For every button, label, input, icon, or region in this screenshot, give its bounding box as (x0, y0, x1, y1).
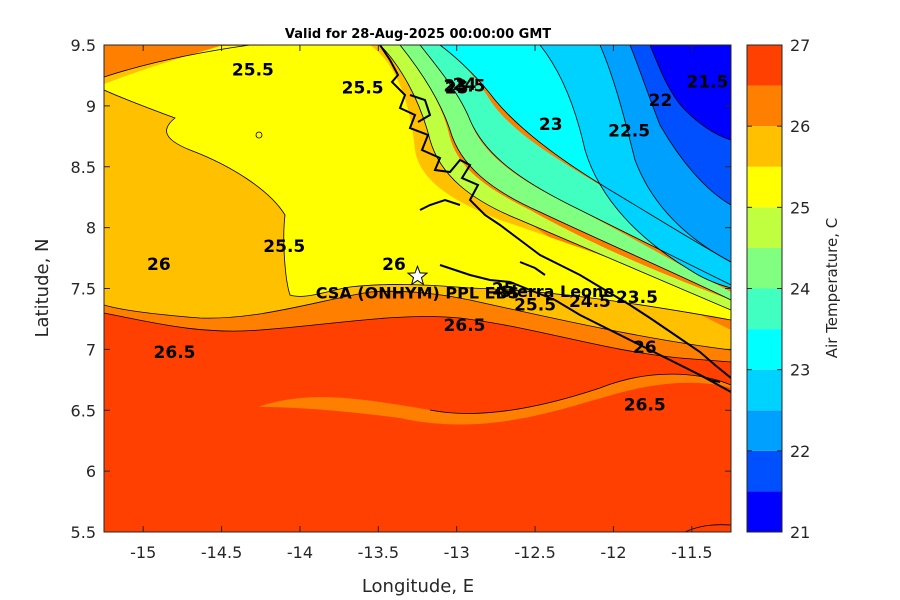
y-tick-label: 7.5 (71, 280, 96, 299)
contour-label: 23.5 (444, 76, 486, 96)
colorbar-tick-label: 24 (790, 280, 810, 299)
contour-label: 26 (147, 255, 171, 275)
colorbar-swatch (747, 491, 782, 532)
contour-label: 26.5 (154, 343, 196, 363)
band-25-25p5 (104, 45, 731, 320)
contour-label: 22 (649, 91, 673, 111)
band-24p5-25 (380, 45, 731, 310)
x-axis-label: Longitude, E (362, 576, 474, 597)
y-tick-label: 8.5 (71, 158, 96, 177)
chart-title: Valid for 28-Aug-2025 00:00:00 GMT (285, 27, 551, 42)
contour-lines (104, 45, 731, 532)
site-marker-group: CSA (ONHYM) PPL EBS (316, 264, 519, 302)
y-tick-label: 9 (86, 97, 96, 116)
contour-label: 26 (382, 255, 406, 275)
colorbar-swatches (747, 45, 782, 532)
colorbar: 21 22 23 24 25 26 27 Air Temperature, C (746, 36, 841, 542)
contour-label: 25 (445, 79, 469, 99)
y-tick-label: 6.5 (71, 401, 96, 420)
colorbar-swatch (747, 126, 782, 167)
contour-label: 25 (492, 280, 516, 300)
colorbar-swatch (747, 450, 782, 492)
contour-label: 24 (453, 75, 477, 95)
contour-label: 26.5 (444, 316, 486, 336)
site-label: CSA (ONHYM) PPL EBS (316, 283, 519, 302)
y-tick-label: 8 (86, 219, 96, 238)
x-tick-label: -14 (287, 543, 313, 562)
contour-label: 26.5 (624, 395, 666, 415)
x-tick-label: -15 (130, 543, 156, 562)
x-tick-label: -13.5 (358, 543, 399, 562)
colorbar-swatch (747, 410, 782, 451)
contour-label: 24.5 (569, 292, 611, 312)
colorbar-swatch (747, 288, 782, 330)
contour-label: 25.5 (514, 295, 556, 315)
temperature-map (104, 45, 731, 532)
colorbar-swatch (747, 247, 782, 289)
contour-label: 25.5 (263, 237, 305, 257)
colorbar-tick-label: 27 (790, 36, 810, 55)
colorbar-tick-label: 25 (790, 198, 810, 217)
band-26p5-27 (104, 313, 731, 512)
band-21-21p5 (650, 45, 731, 140)
x-axis-ticks: -15 -14.5 -14 -13.5 -13 -12.5 -12 -11.5 (130, 45, 713, 562)
contour-label: 26 (633, 338, 657, 358)
y-axis-ticks: 5.5 6 6.5 7 7.5 8 8.5 9 9.5 (71, 36, 731, 542)
contour-label: 25.5 (232, 60, 274, 80)
colorbar-tick-label: 26 (790, 117, 810, 136)
colorbar-swatch (747, 369, 782, 411)
colorbar-swatch (747, 166, 782, 208)
x-tick-label: -12.5 (514, 543, 555, 562)
y-tick-label: 6 (86, 462, 96, 481)
colorbar-swatch (747, 85, 782, 127)
country-label: Sierra Leone (500, 282, 614, 301)
colorbar-tick-label: 21 (790, 523, 810, 542)
contour-label: 22.5 (608, 121, 650, 141)
y-tick-label: 9.5 (71, 36, 96, 55)
colorbar-label: Air Temperature, C (823, 218, 841, 358)
coastline (379, 45, 731, 393)
x-tick-label: -13 (444, 543, 470, 562)
colorbar-ticks: 21 22 23 24 25 26 27 (747, 36, 810, 542)
colorbar-swatch (747, 207, 782, 248)
x-tick-label: -14.5 (201, 543, 242, 562)
contour-label: 23.5 (616, 288, 658, 308)
colorbar-swatch (747, 45, 782, 86)
band-26p5-27-south (104, 382, 731, 532)
y-tick-label: 7 (86, 340, 96, 359)
y-tick-label: 5.5 (71, 523, 96, 542)
y-axis-label: Latitude, N (32, 239, 53, 338)
x-tick-label: -11.5 (671, 543, 712, 562)
colorbar-tick-label: 23 (790, 361, 810, 380)
site-star-icon (406, 264, 429, 286)
contour-label: 21.5 (687, 73, 729, 93)
contour-label: 25.5 (342, 79, 384, 99)
colorbar-swatch (747, 329, 782, 370)
contour-label: 23 (539, 115, 563, 135)
x-tick-label: -12 (600, 543, 626, 562)
colorbar-tick-label: 22 (790, 442, 810, 461)
